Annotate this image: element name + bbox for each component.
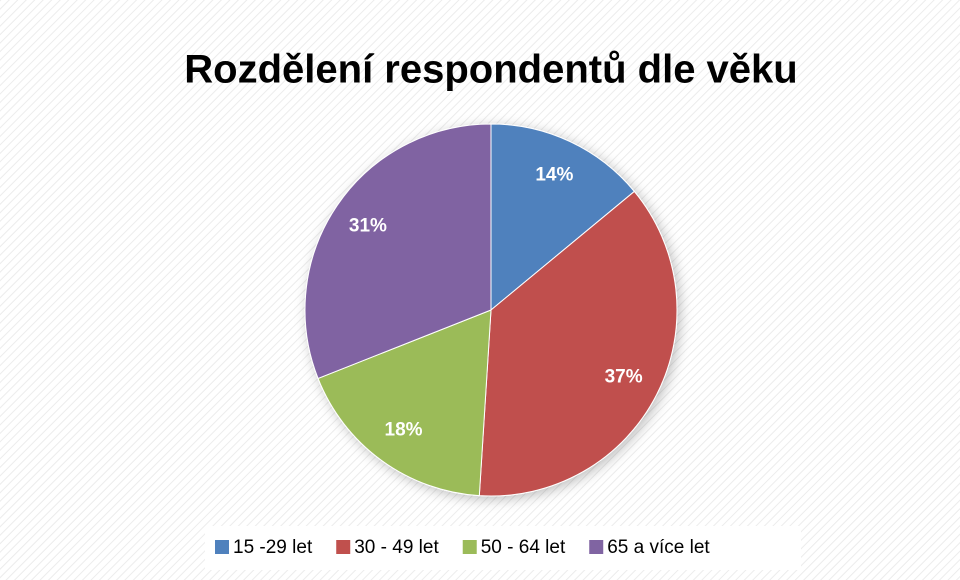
legend-swatch xyxy=(336,540,351,554)
legend-box xyxy=(205,526,801,570)
data-label: 31% xyxy=(349,215,387,236)
pie-slice xyxy=(304,123,492,380)
pie-slice xyxy=(490,123,636,312)
legend-swatch xyxy=(589,540,604,554)
chart-title: Rozdělení respondentů dle věku xyxy=(184,48,797,92)
legend-label: 65 a více let xyxy=(607,537,710,558)
pie-slice xyxy=(317,309,492,497)
legend-swatch xyxy=(215,540,229,554)
data-label: 18% xyxy=(385,419,423,440)
legend-label: 30 - 49 let xyxy=(354,537,439,558)
pie-slice xyxy=(478,190,678,497)
legend-label: 50 - 64 let xyxy=(481,537,566,558)
legend-label: 15 -29 let xyxy=(233,537,313,558)
legend: 15 -29 let 30 - 49 let 50 - 64 let 65 a víc… xyxy=(215,537,710,558)
pie xyxy=(304,123,678,497)
legend-swatch xyxy=(462,540,477,554)
data-label: 37% xyxy=(605,367,643,388)
data-label: 14% xyxy=(535,164,573,185)
